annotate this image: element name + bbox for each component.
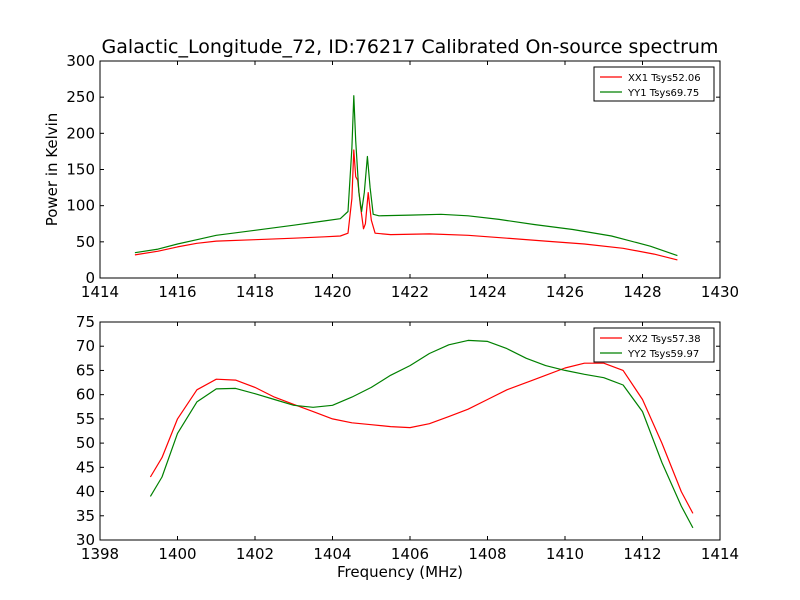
series-line-xx — [149, 362, 694, 514]
x-tick-label: 1408 — [468, 545, 506, 563]
x-tick-label: 1422 — [391, 283, 429, 301]
y-tick-label: 60 — [76, 386, 95, 404]
y-tick-label: 250 — [66, 88, 95, 106]
y-tick-label: 30 — [76, 531, 95, 549]
x-tick-label: 1414 — [81, 283, 119, 301]
legend-label: XX1 Tsys52.06 — [628, 73, 701, 84]
x-tick-label: 1420 — [313, 283, 351, 301]
x-tick-label: 1428 — [623, 283, 661, 301]
y-tick-label: 0 — [85, 269, 95, 287]
y-tick-label: 55 — [76, 410, 95, 428]
x-tick-label: 1430 — [701, 283, 739, 301]
y-tick-label: 35 — [76, 507, 95, 525]
legend-box — [593, 66, 715, 102]
legend-box — [593, 327, 715, 363]
y-tick-label: 70 — [76, 337, 95, 355]
series-line-yy — [149, 339, 694, 529]
x-tick-label: 1398 — [81, 545, 119, 563]
y-tick-label: 75 — [76, 313, 95, 331]
x-tick-label: 1418 — [236, 283, 274, 301]
x-tick-label: 1404 — [313, 545, 351, 563]
x-tick-label: 1406 — [391, 545, 429, 563]
x-axis-label: Frequency (MHz) — [337, 563, 463, 581]
x-tick-label: 1426 — [546, 283, 584, 301]
y-tick-label: 65 — [76, 361, 95, 379]
x-tick-label: 1416 — [158, 283, 196, 301]
y-tick-label: 100 — [66, 197, 95, 215]
y-tick-label: 200 — [66, 124, 95, 142]
y-tick-label: 150 — [66, 161, 95, 179]
y-tick-label: 45 — [76, 458, 95, 476]
legend-label: YY1 Tsys69.75 — [627, 88, 699, 99]
legend-label: XX2 Tsys57.38 — [628, 334, 701, 345]
x-tick-label: 1414 — [701, 545, 739, 563]
series-line-xx — [134, 149, 678, 261]
top-panel: 1414 1416 1418 1420 1422 1424 1426 1428 1430 0 50 1… — [43, 52, 739, 301]
y-tick-label: 300 — [66, 52, 95, 70]
x-tick-label: 1424 — [468, 283, 506, 301]
legend-label: YY2 Tsys59.97 — [627, 349, 699, 360]
x-tick-label: 1402 — [236, 545, 274, 563]
y-tick-label: 50 — [76, 233, 95, 251]
bottom-panel: 1398 1400 1402 1404 1406 1408 1410 1412 1414 30 35… — [76, 313, 739, 581]
y-axis-label: Power in Kelvin — [43, 113, 61, 227]
legend: XX2 Tsys57.38 YY2 Tsys59.97 — [593, 327, 715, 363]
y-tick-label: 50 — [76, 434, 95, 452]
x-tick-label: 1412 — [623, 545, 661, 563]
series-line-yy — [134, 95, 678, 257]
y-tick-label: 40 — [76, 483, 95, 501]
x-tick-label: 1400 — [158, 545, 196, 563]
legend: XX1 Tsys52.06 YY1 Tsys69.75 — [593, 66, 715, 102]
x-tick-label: 1410 — [546, 545, 584, 563]
chart-title: Galactic_Longitude_72, ID:76217 Calibrat… — [102, 36, 719, 58]
